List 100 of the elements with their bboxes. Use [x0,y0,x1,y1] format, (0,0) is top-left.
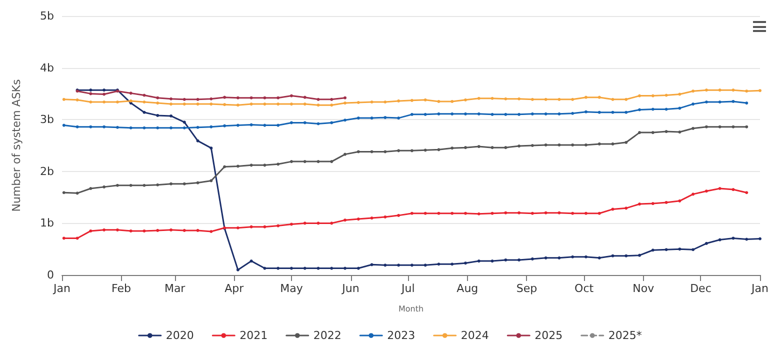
point [62,236,66,240]
point [611,98,614,101]
point [397,149,400,152]
point [182,102,186,106]
point [129,99,132,102]
x-tick-label: Nov [632,282,655,295]
point [356,218,360,221]
point [704,190,708,193]
point [223,96,226,99]
x-tick-label: Dec [690,282,712,295]
point [664,200,668,204]
point [76,125,79,128]
point [344,96,347,100]
point [758,89,762,92]
point [651,131,654,134]
point [490,212,494,215]
point [745,238,748,241]
point [504,97,508,100]
point [142,126,146,130]
point [611,142,614,146]
point [156,126,160,130]
point [330,222,334,225]
point [303,96,306,99]
legend-label: 2021 [240,329,268,342]
legend-label: 2025 [534,329,563,342]
point [397,99,400,102]
point [624,206,628,210]
point [718,88,722,92]
point [344,266,347,270]
point [732,125,735,128]
legend-label: 2022 [313,329,342,342]
point [464,98,467,102]
line-series [62,88,762,107]
point [223,103,226,106]
y-tick-label: 0 [47,268,54,282]
point [116,126,119,129]
point [370,216,374,220]
point [664,248,668,252]
point [518,97,521,100]
x-tick-label: Apr [224,282,244,295]
point [210,230,213,233]
point [250,260,253,263]
point [129,92,132,95]
point [223,165,226,168]
point [718,125,722,128]
point [437,262,440,266]
point [170,102,173,106]
point [410,264,414,267]
point [89,125,92,128]
point [76,236,79,240]
legend-label: 2025* [608,329,642,342]
point [732,236,735,240]
point [276,102,280,106]
point [424,112,427,116]
point [223,124,226,128]
point [410,149,414,152]
point [544,112,548,116]
point [584,255,588,258]
point [102,125,106,128]
x-tick-label: May [280,282,304,295]
point [344,218,347,222]
point [490,146,494,150]
x-tick-label: Feb [112,282,132,295]
point [598,96,601,99]
point [236,268,240,272]
point [611,110,614,114]
x-tick-label: Sep [516,282,538,295]
x-tick-label: Jan [750,282,768,295]
point [692,126,695,130]
y-tick-label: 4b [40,61,54,74]
point [692,192,695,196]
point [678,199,682,202]
point [250,225,253,228]
point [558,143,561,146]
point [638,254,642,257]
point [611,208,614,211]
point [89,88,92,92]
point [638,131,642,134]
point [276,162,280,166]
point [758,237,762,240]
point [276,224,280,228]
point [745,90,748,93]
point [437,112,440,116]
x-tick-label: Oct [574,282,594,295]
point [116,228,119,232]
point [571,212,574,215]
point [316,122,320,126]
point [410,112,414,116]
point [624,140,628,144]
point [692,90,695,93]
point [584,212,588,215]
point [638,108,642,112]
point [89,92,92,96]
point [732,88,735,92]
point [651,248,654,252]
point [303,102,306,106]
point [236,104,240,107]
point [156,183,160,186]
point [477,212,480,216]
point [424,264,427,267]
